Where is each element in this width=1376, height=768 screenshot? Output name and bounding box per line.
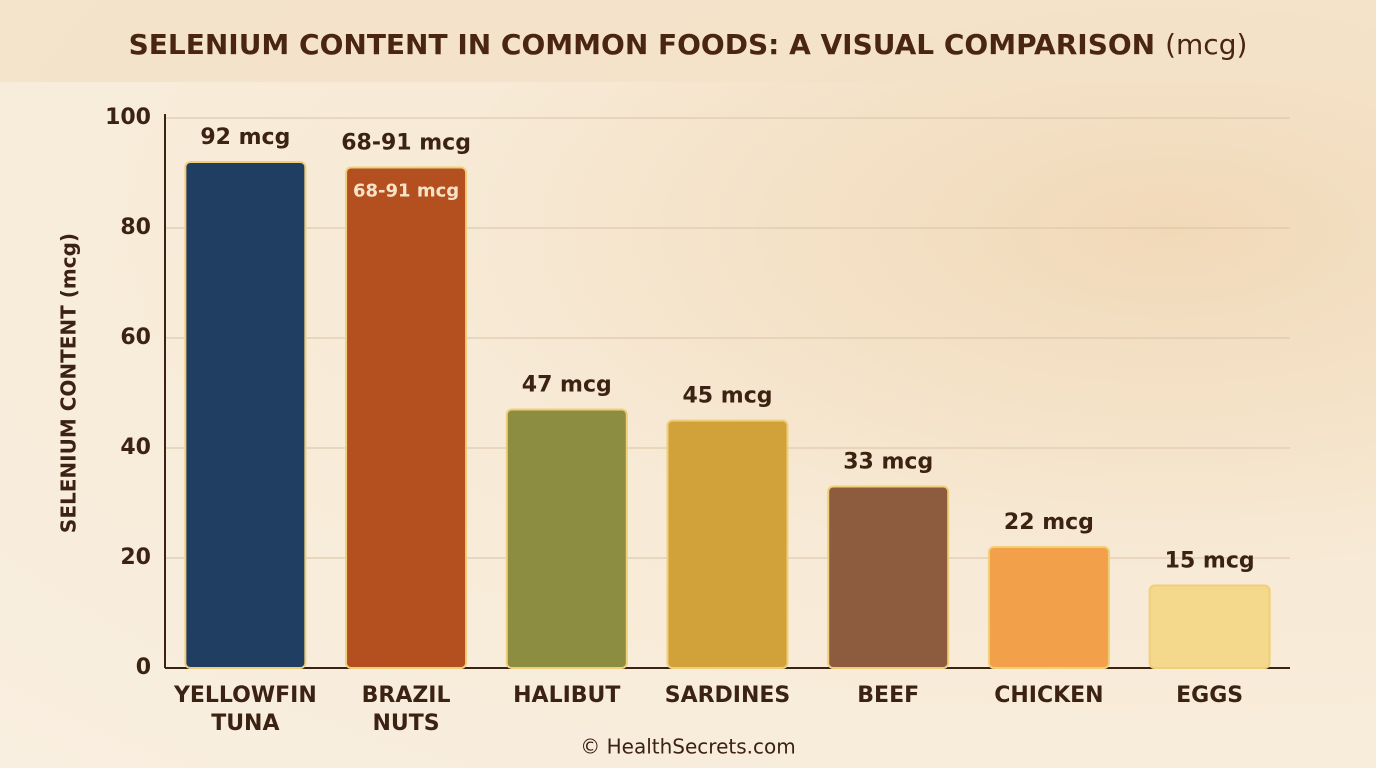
y-tick-label: 40 [120, 435, 151, 460]
y-tick-label: 20 [120, 545, 151, 570]
x-tick-label: BRAZIL NUTS [361, 683, 451, 736]
x-tick-label: SARDINES [664, 683, 791, 708]
value-label: 47 mcg [522, 373, 612, 398]
value-label: 15 mcg [1165, 549, 1255, 574]
y-axis-label: SELENIUM CONTENT (mcg) [57, 233, 81, 533]
bar-inner-label: 68-91 mcg [353, 181, 459, 202]
bar [987, 546, 1110, 669]
bar [184, 161, 307, 669]
title-unit: (mcg) [1165, 28, 1247, 61]
x-tick-label: EGGS [1176, 683, 1244, 708]
value-label: 22 mcg [1004, 510, 1094, 535]
value-label: 45 mcg [683, 384, 773, 409]
footer: © HealthSecrets.com [580, 735, 795, 759]
y-tick-label: 60 [120, 325, 151, 350]
bar [666, 419, 789, 669]
bar [345, 166, 468, 669]
title-band [0, 0, 1376, 82]
x-tick-label: YELLOWFIN TUNA [173, 683, 317, 736]
value-label: 33 mcg [843, 450, 933, 475]
x-tick-label: BEEF [857, 683, 920, 708]
value-label: 92 mcg [200, 125, 290, 150]
x-tick-label: HALIBUT [513, 683, 621, 708]
bar [505, 408, 628, 669]
x-tick-label: CHICKEN [994, 683, 1104, 708]
bar [1148, 584, 1271, 669]
y-tick-label: 80 [120, 215, 151, 240]
title-main: SELENIUM CONTENT IN COMMON FOODS: A VISU… [129, 28, 1156, 61]
y-tick-label: 100 [105, 105, 151, 130]
bar [827, 485, 950, 669]
chart-title: SELENIUM CONTENT IN COMMON FOODS: A VISU… [129, 28, 1248, 61]
value-label: 68-91 mcg [341, 131, 471, 156]
y-tick-label: 0 [136, 655, 151, 680]
